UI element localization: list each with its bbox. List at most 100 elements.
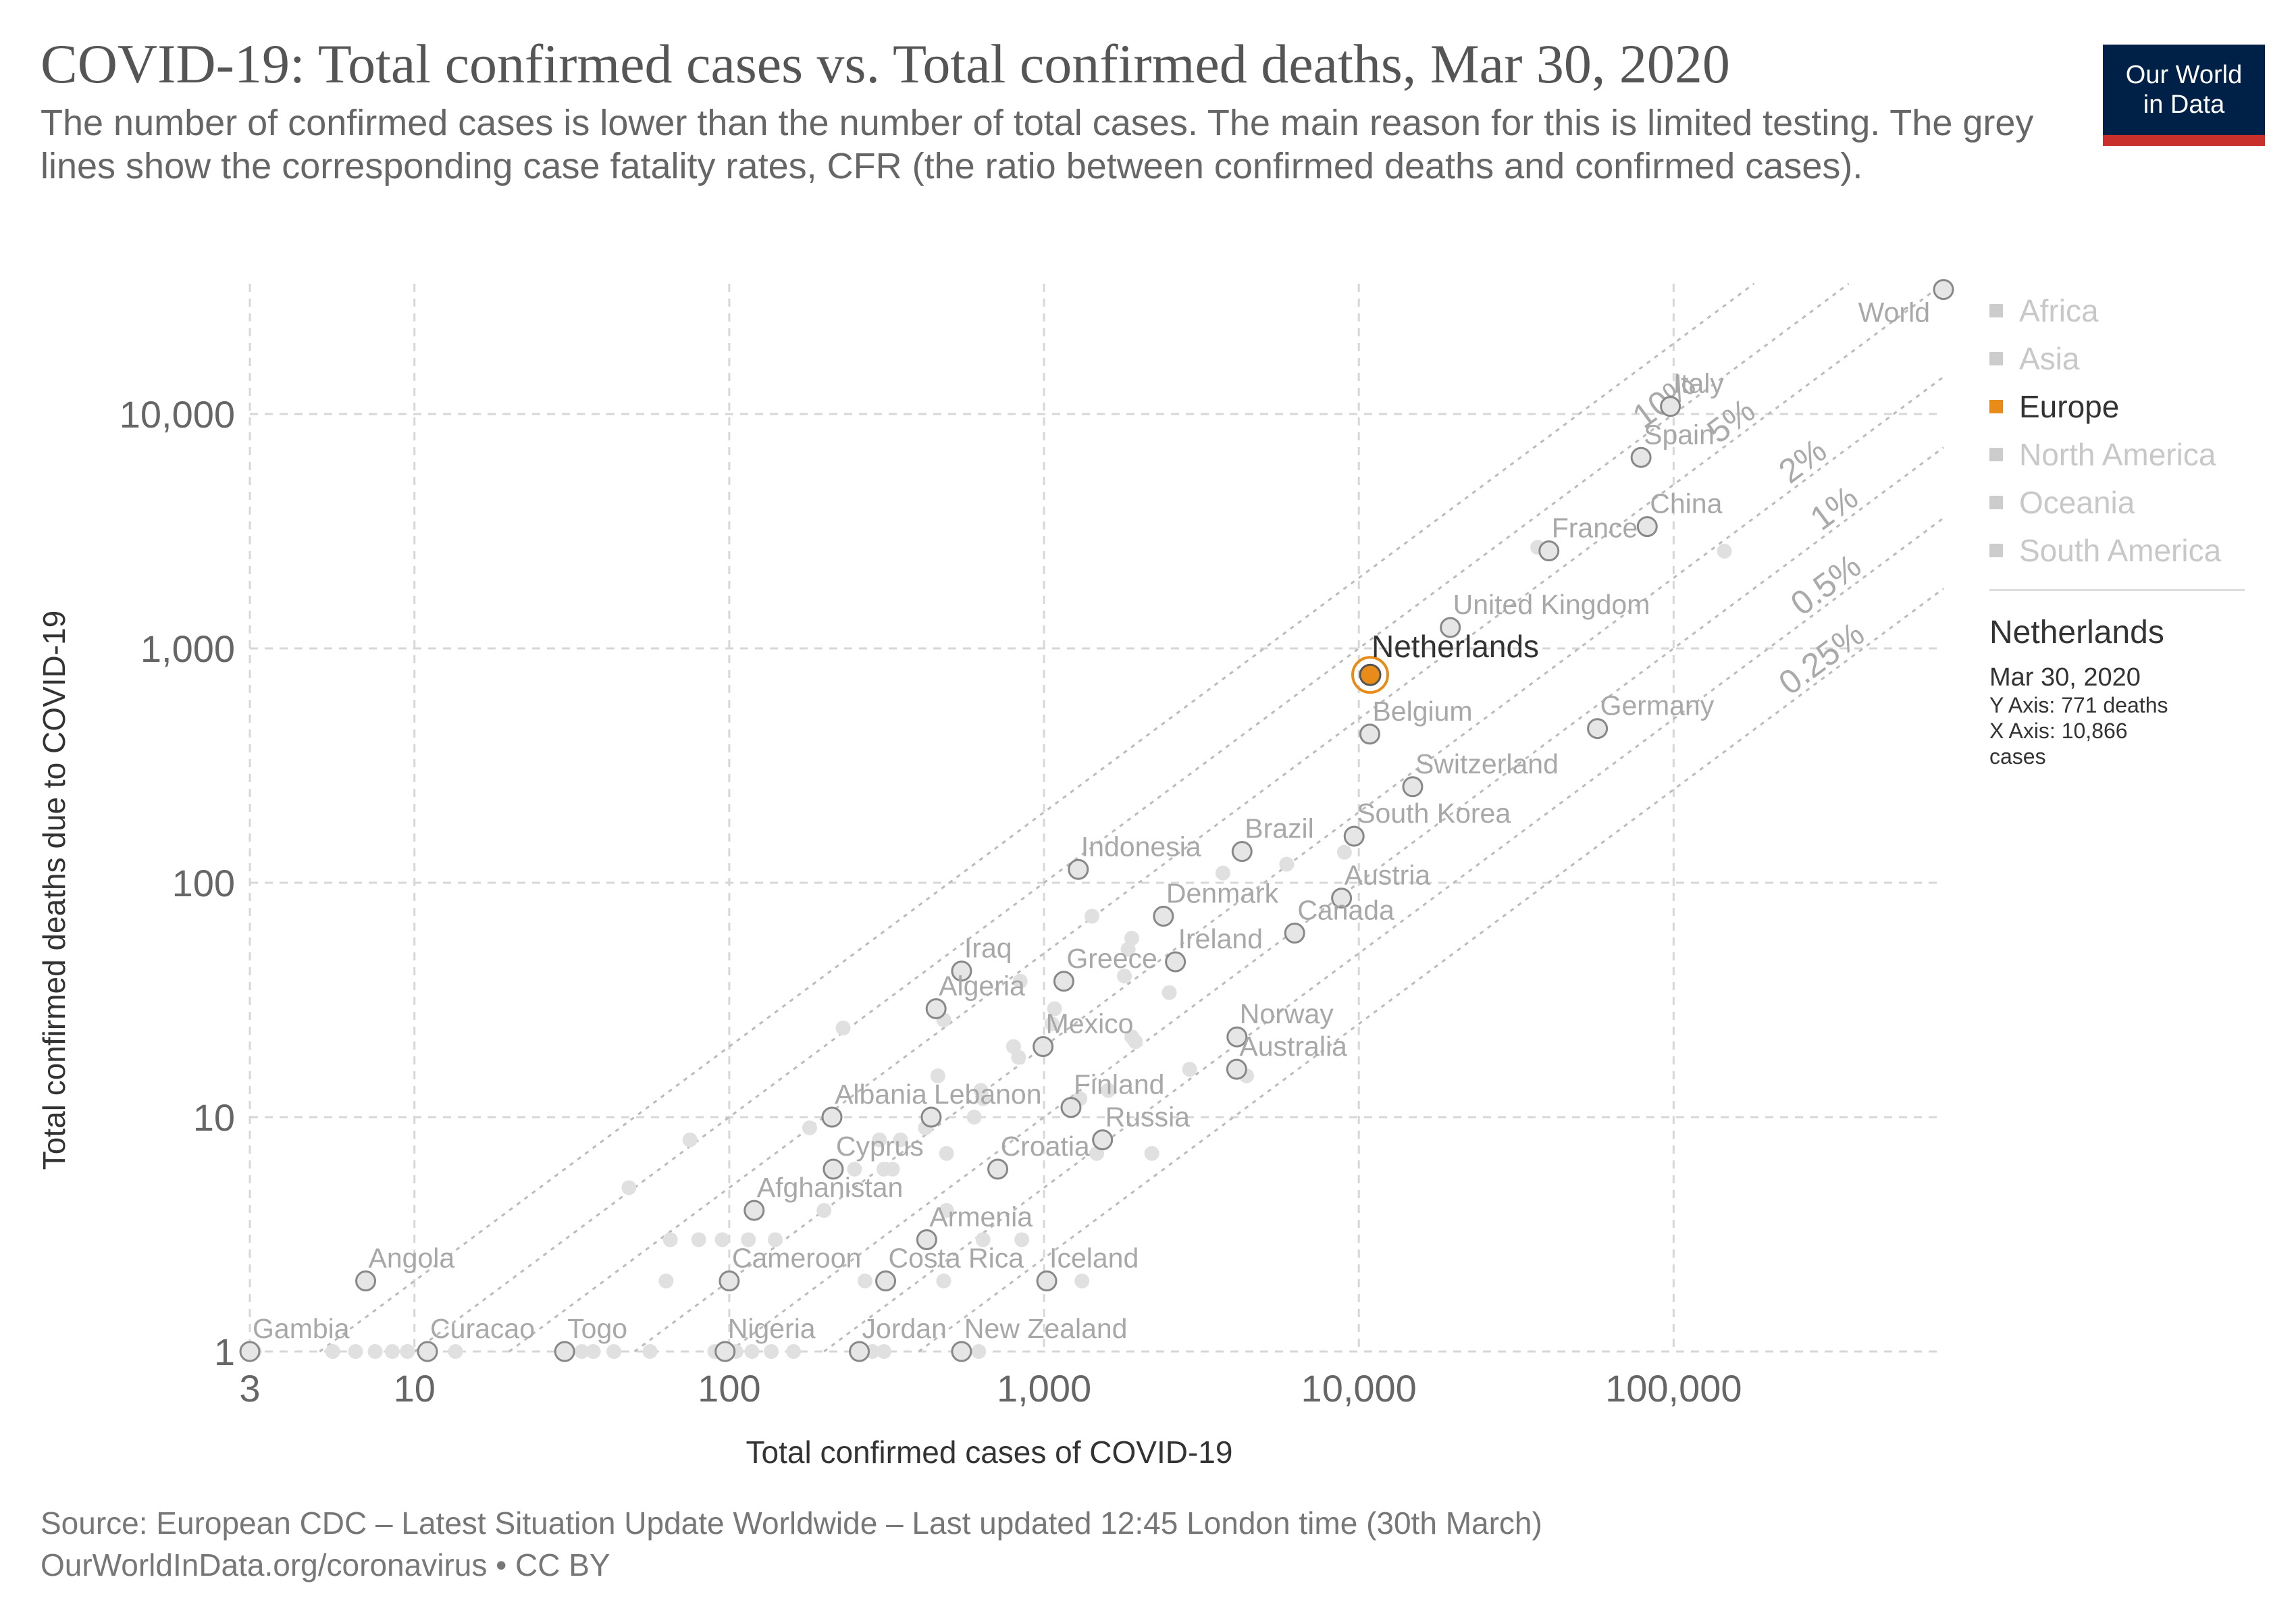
data-point[interactable]	[621, 1180, 637, 1195]
point-china[interactable]	[1636, 516, 1658, 538]
legend-item-north-america[interactable]: North America	[1989, 430, 2260, 478]
data-point[interactable]	[1120, 942, 1136, 957]
legend-item-europe[interactable]: Europe	[1989, 382, 2260, 430]
data-point[interactable]	[847, 1161, 862, 1177]
data-point[interactable]	[973, 1083, 989, 1098]
point-nigeria[interactable]	[714, 1341, 736, 1362]
point-lebanon[interactable]	[920, 1106, 942, 1128]
data-point[interactable]	[1074, 1273, 1090, 1289]
data-point[interactable]	[585, 1344, 601, 1359]
point-denmark[interactable]	[1153, 906, 1174, 927]
point-norway[interactable]	[1226, 1026, 1248, 1048]
point-gambia[interactable]	[239, 1341, 261, 1362]
data-point[interactable]	[325, 1344, 340, 1359]
point-world[interactable]	[1933, 279, 1954, 301]
point-jordan[interactable]	[849, 1341, 870, 1362]
legend-item-africa[interactable]: Africa	[1989, 286, 2260, 334]
data-point[interactable]	[1012, 973, 1028, 989]
data-point[interactable]	[764, 1344, 779, 1359]
data-point[interactable]	[1101, 1083, 1116, 1098]
point-russia[interactable]	[1092, 1129, 1114, 1151]
data-point[interactable]	[816, 1203, 832, 1218]
point-new-zealand[interactable]	[951, 1341, 972, 1362]
data-point[interactable]	[1215, 865, 1230, 881]
data-point[interactable]	[1717, 544, 1732, 559]
legend-item-south-america[interactable]: South America	[1989, 526, 2260, 574]
point-algeria[interactable]	[925, 998, 947, 1020]
data-point[interactable]	[367, 1344, 383, 1359]
owid-logo[interactable]: Our World in Data	[2103, 45, 2265, 146]
point-costa-rica[interactable]	[875, 1270, 897, 1292]
data-point[interactable]	[1182, 1062, 1197, 1077]
data-point[interactable]	[1144, 1146, 1159, 1161]
data-point[interactable]	[1128, 1034, 1143, 1050]
data-point[interactable]	[400, 1344, 415, 1359]
data-point[interactable]	[939, 1146, 954, 1161]
point-croatia[interactable]	[987, 1158, 1009, 1180]
point-belgium[interactable]	[1359, 723, 1380, 745]
point-italy[interactable]	[1660, 396, 1681, 417]
point-afghanistan[interactable]	[743, 1200, 765, 1221]
data-point[interactable]	[768, 1232, 783, 1247]
point-brazil[interactable]	[1231, 841, 1253, 863]
data-point[interactable]	[348, 1344, 363, 1359]
data-point[interactable]	[682, 1132, 698, 1148]
point-united-kingdom[interactable]	[1440, 617, 1461, 638]
point-greece[interactable]	[1053, 971, 1074, 992]
point-canada[interactable]	[1284, 923, 1305, 944]
data-point[interactable]	[658, 1273, 674, 1289]
data-point[interactable]	[384, 1344, 400, 1359]
point-curacao[interactable]	[417, 1341, 438, 1362]
point-switzerland[interactable]	[1402, 776, 1424, 798]
data-point[interactable]	[744, 1344, 760, 1359]
point-germany[interactable]	[1587, 718, 1609, 740]
data-point[interactable]	[1014, 1232, 1030, 1247]
data-point[interactable]	[975, 1232, 991, 1247]
data-point[interactable]	[939, 1203, 954, 1218]
data-point[interactable]	[966, 1110, 982, 1125]
point-australia[interactable]	[1226, 1058, 1247, 1080]
data-point[interactable]	[1162, 985, 1177, 1000]
point-cameroon[interactable]	[719, 1270, 740, 1292]
data-point[interactable]	[876, 1344, 891, 1359]
data-point[interactable]	[802, 1120, 817, 1135]
point-ireland[interactable]	[1165, 951, 1186, 973]
data-point[interactable]	[930, 1068, 945, 1083]
data-point[interactable]	[893, 1132, 908, 1148]
data-point[interactable]	[1047, 1001, 1062, 1017]
data-point[interactable]	[857, 1273, 872, 1289]
point-netherlands[interactable]	[1359, 663, 1382, 686]
point-iceland[interactable]	[1036, 1270, 1058, 1292]
data-point[interactable]	[835, 1021, 851, 1036]
data-point[interactable]	[1117, 969, 1132, 984]
legend-item-asia[interactable]: Asia	[1989, 334, 2260, 382]
data-point[interactable]	[741, 1232, 756, 1247]
data-point[interactable]	[574, 1344, 590, 1359]
legend-item-oceania[interactable]: Oceania	[1989, 478, 2260, 526]
point-iraq[interactable]	[951, 960, 972, 982]
data-point[interactable]	[1336, 844, 1352, 860]
point-mexico[interactable]	[1033, 1036, 1054, 1058]
data-point[interactable]	[662, 1232, 678, 1247]
point-spain[interactable]	[1630, 446, 1652, 468]
data-point[interactable]	[606, 1344, 622, 1359]
point-south-korea[interactable]	[1343, 825, 1365, 847]
point-austria[interactable]	[1331, 887, 1353, 909]
data-point[interactable]	[1085, 908, 1100, 924]
data-point[interactable]	[971, 1344, 987, 1359]
credit-link[interactable]: OurWorldInData.org/coronavirus • CC BY	[41, 1547, 610, 1583]
data-point[interactable]	[714, 1232, 730, 1247]
point-togo[interactable]	[554, 1341, 575, 1362]
data-point[interactable]	[1044, 1016, 1060, 1031]
data-point[interactable]	[1279, 856, 1295, 872]
data-point[interactable]	[1011, 1050, 1026, 1065]
data-point[interactable]	[936, 1273, 951, 1289]
data-point[interactable]	[786, 1344, 802, 1359]
point-indonesia[interactable]	[1068, 858, 1089, 880]
data-point[interactable]	[872, 1132, 887, 1148]
point-france[interactable]	[1538, 540, 1560, 562]
point-finland[interactable]	[1060, 1097, 1082, 1118]
data-point[interactable]	[448, 1344, 463, 1359]
point-armenia[interactable]	[916, 1229, 937, 1250]
